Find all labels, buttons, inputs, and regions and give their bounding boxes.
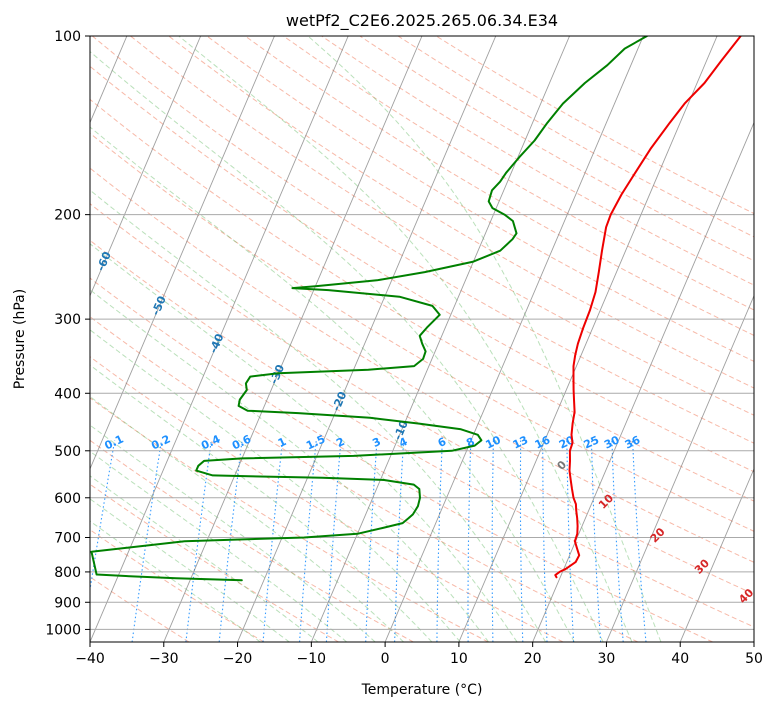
- mixing-ratio-label: 36: [623, 433, 643, 451]
- moist-adiabat: [90, 450, 348, 642]
- y-tick-label: 500: [54, 444, 81, 460]
- mixing-ratio-line: [611, 440, 624, 642]
- mixing-ratio-line: [436, 440, 443, 642]
- isotherm-line: [310, 36, 570, 642]
- mixing-ratio-label: 13: [511, 433, 530, 451]
- x-tick-label: −20: [223, 651, 253, 667]
- dry-adiabat: [90, 397, 489, 642]
- moist-adiabat: [90, 424, 376, 642]
- dry-adiabat: [321, 36, 754, 286]
- isotherm-line: [90, 36, 349, 642]
- x-tick-label: 50: [745, 651, 763, 667]
- mixing-ratio-line: [542, 440, 548, 642]
- x-tick-label: 40: [671, 651, 689, 667]
- y-axis: 100 200 300 400 500 600 700 800 900 1000: [45, 29, 90, 638]
- mixing-ratio-label: 16: [533, 433, 553, 451]
- y-tick-label: 600: [54, 491, 81, 507]
- dry-adiabat: [90, 529, 265, 642]
- mixing-ratio-line: [566, 440, 575, 642]
- dry-adiabat: [90, 132, 754, 532]
- background-lines: [90, 36, 754, 642]
- mixing-ratio-line: [185, 440, 212, 642]
- mixing-ratio-line: [90, 440, 116, 594]
- dry-adiabat: [90, 239, 754, 628]
- y-tick-label: 700: [54, 531, 81, 547]
- dry-adiabat: [90, 98, 754, 502]
- x-tick-label: −10: [297, 651, 327, 667]
- mixing-ratio-label: 25: [582, 433, 601, 451]
- mixing-ratio-line: [365, 440, 378, 642]
- y-tick-label: 400: [54, 386, 81, 402]
- dry-adiabat: [90, 356, 564, 642]
- moist-adiabat: [178, 36, 633, 642]
- y-tick-label: 800: [54, 565, 81, 581]
- moist-adiabat: [90, 520, 261, 642]
- x-tick-label: −40: [75, 651, 105, 667]
- y-tick-label: 200: [54, 208, 81, 224]
- isotherm-line: [90, 36, 275, 471]
- isotherm-line: [679, 467, 754, 642]
- dry-adiabat: [90, 316, 639, 642]
- moist-adiabat: [90, 329, 461, 642]
- mixing-ratio-line: [590, 440, 602, 642]
- profiles: [90, 36, 742, 582]
- mixing-ratio-line: [467, 440, 472, 642]
- dry-adiabat: [244, 36, 754, 336]
- mixing-ratio-line: [262, 440, 284, 642]
- x-tick-label: −30: [149, 651, 179, 667]
- mixing-ratio-line: [325, 440, 342, 642]
- x-tick-label: 10: [450, 651, 468, 667]
- mixing-ratio-line: [491, 440, 494, 642]
- dry-adiabat: [206, 36, 754, 362]
- moist-adiabat: [90, 243, 518, 642]
- dry-adiabat: [90, 203, 754, 595]
- moist-adiabat: [90, 189, 547, 642]
- mixing-ratio-label: 30: [602, 433, 622, 451]
- dry-adiabat: [90, 483, 339, 642]
- mixing-ratio-line: [519, 440, 524, 642]
- y-tick-label: 300: [54, 312, 81, 328]
- moist-adiabat: [90, 126, 575, 642]
- dewpoint-profile: [90, 36, 648, 582]
- grid: [90, 36, 754, 630]
- mixing-ratio-label: 10: [483, 433, 503, 451]
- y-tick-label: 1000: [45, 622, 81, 638]
- plot-frame: [89, 35, 755, 643]
- mixing-ratio-line: [632, 440, 647, 642]
- moist-adiabat: [90, 289, 489, 642]
- y-axis-title: Pressure (hPa): [12, 289, 28, 389]
- isotherm-line: [606, 294, 754, 642]
- dry-adiabat: [283, 36, 754, 311]
- mixing-ratio-line: [131, 440, 163, 642]
- x-tick-label: 0: [381, 651, 390, 667]
- x-tick-label: 20: [524, 651, 542, 667]
- isotherm-line: [458, 36, 718, 642]
- x-axis: −40 −30 −20 −10 0 10 20 30 40 50: [75, 642, 763, 667]
- x-tick-label: 30: [598, 651, 616, 667]
- isotherm-line: [384, 36, 644, 642]
- isotherm-line: [237, 36, 497, 642]
- isotherm-line: [90, 36, 202, 297]
- y-tick-label: 900: [54, 595, 81, 611]
- chart-title: wetPf2_C2E6.2025.265.06.34.E34: [286, 11, 558, 31]
- mixing-ratio-line: [299, 440, 317, 642]
- dry-adiabat: [90, 65, 754, 473]
- moist-adiabat: [90, 364, 433, 642]
- moist-adiabat: [307, 36, 662, 642]
- x-axis-title: Temperature (°C): [361, 682, 483, 698]
- mixing-ratio-line: [218, 440, 243, 642]
- temperature-profile: [554, 36, 742, 579]
- y-tick-label: 100: [54, 29, 81, 45]
- dry-adiabat: [90, 277, 713, 642]
